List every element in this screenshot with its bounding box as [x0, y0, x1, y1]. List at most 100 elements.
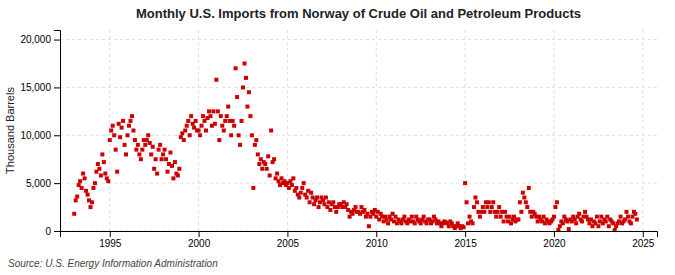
point: [188, 133, 192, 137]
y-tick-mark: [54, 183, 60, 184]
point: [475, 200, 479, 204]
plot-area: 199520002005201020152020202505,00010,000…: [20, 30, 657, 249]
point: [183, 129, 187, 133]
point: [108, 138, 112, 142]
point: [242, 62, 246, 66]
point: [152, 167, 156, 171]
point: [256, 152, 260, 156]
point: [468, 215, 472, 219]
point: [567, 227, 571, 231]
x-tick-label: 1995: [99, 238, 122, 249]
grid: [60, 30, 657, 231]
point: [124, 152, 128, 156]
point: [635, 218, 639, 222]
point: [102, 160, 106, 164]
x-tick: 2020: [543, 231, 566, 249]
point: [226, 105, 230, 109]
point: [263, 162, 267, 166]
x-tick-mark: [287, 231, 288, 237]
x-tick-label: 2015: [454, 238, 477, 249]
point: [315, 196, 319, 200]
y-tick: 15,000: [20, 82, 60, 93]
point: [235, 95, 239, 99]
point: [185, 124, 189, 128]
point: [216, 109, 220, 113]
point: [345, 202, 349, 206]
y-axis: 05,00010,00015,00020,000: [20, 31, 60, 237]
point: [317, 205, 321, 209]
point: [133, 138, 137, 142]
grid-line-x: [553, 30, 554, 231]
point: [463, 181, 467, 185]
point: [362, 208, 366, 212]
y-tick: 10,000: [20, 130, 60, 141]
point: [596, 224, 600, 228]
point: [462, 225, 466, 229]
point: [503, 210, 507, 214]
point: [595, 215, 599, 219]
point: [309, 191, 313, 195]
point: [502, 219, 506, 223]
y-tick-label: 0: [45, 226, 51, 237]
point: [80, 186, 84, 190]
x-tick-mark: [376, 231, 377, 237]
point: [112, 133, 116, 137]
point: [497, 205, 501, 209]
point: [163, 148, 167, 152]
point: [294, 186, 298, 190]
point: [222, 129, 226, 133]
point: [519, 210, 523, 214]
grid-line-x: [642, 30, 643, 231]
point: [146, 133, 150, 137]
point: [117, 122, 121, 126]
chart-svg: 199520002005201020152020202505,00010,000…: [0, 0, 675, 275]
point: [127, 124, 131, 128]
point: [509, 221, 513, 225]
point: [254, 138, 258, 142]
point: [419, 221, 423, 225]
y-tick: 0: [45, 226, 60, 237]
point: [291, 176, 295, 180]
point: [75, 195, 79, 199]
point: [478, 215, 482, 219]
point: [126, 133, 130, 137]
x-tick: 1995: [99, 231, 122, 249]
y-tick-mark: [54, 135, 60, 136]
x-tick-mark: [554, 231, 555, 237]
point: [120, 126, 124, 130]
point: [217, 138, 221, 142]
point: [111, 124, 115, 128]
point: [158, 143, 162, 147]
point: [413, 221, 417, 225]
point: [74, 198, 78, 202]
grid-line-y: [60, 87, 657, 88]
point: [128, 119, 132, 123]
source-note: Source: U.S. Energy Information Administ…: [8, 258, 218, 269]
point: [552, 215, 556, 219]
point: [198, 133, 202, 137]
point: [115, 170, 119, 174]
point: [251, 186, 255, 190]
point: [473, 196, 477, 200]
point: [130, 114, 134, 118]
point: [248, 114, 252, 118]
point: [232, 124, 236, 128]
point: [253, 143, 257, 147]
point: [490, 205, 494, 209]
point: [164, 157, 168, 161]
point: [241, 85, 245, 89]
point: [100, 152, 104, 156]
point: [516, 218, 520, 222]
point: [213, 122, 217, 126]
point: [266, 154, 270, 158]
point: [247, 90, 251, 94]
point: [84, 189, 88, 193]
x-tick: 2005: [277, 231, 300, 249]
point: [173, 160, 177, 164]
point: [200, 124, 204, 128]
x-tick: 2010: [366, 231, 389, 249]
title: Monthly U.S. Imports from Norway of Crud…: [136, 6, 581, 21]
point: [134, 148, 138, 152]
point: [553, 205, 557, 209]
point: [527, 186, 531, 190]
